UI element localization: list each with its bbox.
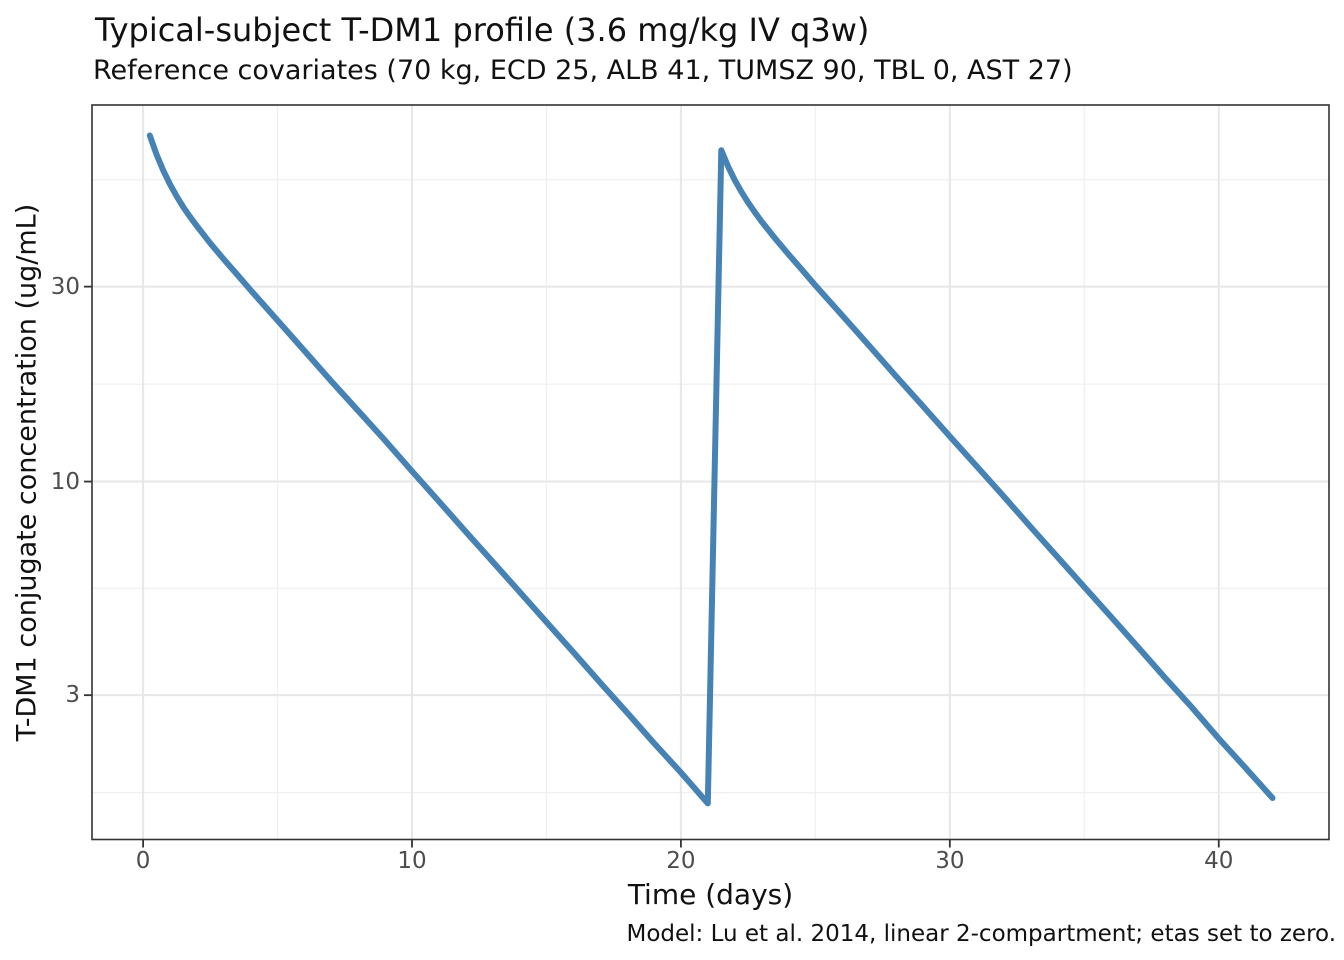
x-tick-label: 0 <box>135 848 151 874</box>
panel-border <box>91 104 1330 841</box>
x-tick-label: 30 <box>935 848 965 874</box>
x-axis-title: Time (days) <box>627 878 794 911</box>
plot-title: Typical-subject T-DM1 profile (3.6 mg/kg… <box>95 11 870 49</box>
x-tick-label: 40 <box>1204 848 1234 874</box>
concentration-series-line <box>146 132 1276 807</box>
x-tick-label: 20 <box>666 848 696 874</box>
x-tick-label: 10 <box>397 848 427 874</box>
plot-subtitle: Reference covariates (70 kg, ECD 25, ALB… <box>93 55 1073 86</box>
y-tick-label: 3 <box>65 682 80 709</box>
y-tick-label: 10 <box>50 468 80 495</box>
plot-caption: Model: Lu et al. 2014, linear 2-compartm… <box>626 921 1336 947</box>
y-tick-label: 30 <box>50 273 80 300</box>
